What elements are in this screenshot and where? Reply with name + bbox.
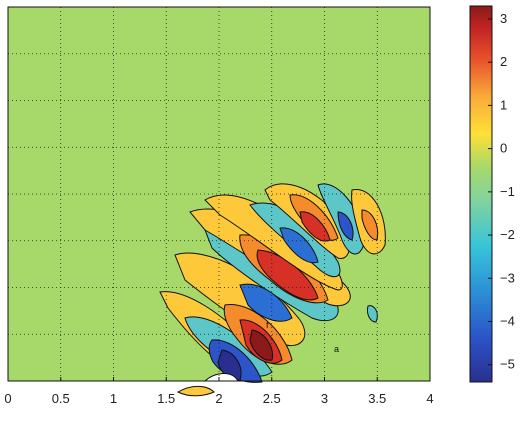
colorbar-tick-label: 1 bbox=[500, 97, 507, 112]
colorbar: 3 2 1 0 −1 −2 −3 −4 −5 bbox=[469, 5, 515, 383]
colorbar-tick-label: −3 bbox=[500, 270, 515, 285]
x-tick-label: 2 bbox=[215, 391, 222, 406]
annotation-a: a bbox=[334, 344, 339, 354]
lobe-blue-mid bbox=[239, 283, 293, 322]
lobe-darkred-1 bbox=[249, 329, 274, 361]
plot-area: a f bbox=[7, 6, 431, 397]
colorbar-tick-label: −5 bbox=[500, 357, 515, 372]
x-tick-label: 0.5 bbox=[52, 391, 70, 406]
lobe-blue-upper bbox=[279, 227, 319, 264]
x-axis: 0 0.5 1 1.5 2 2.5 3 3.5 4 bbox=[4, 377, 434, 406]
x-tick-label: 1 bbox=[110, 391, 117, 406]
colorbar-ticks: 3 2 1 0 −1 −2 −3 −4 −5 bbox=[488, 11, 515, 372]
lobe-yellow-upper bbox=[204, 194, 343, 291]
colorbar-tick-label: 0 bbox=[500, 141, 507, 156]
x-tick-label: 0 bbox=[4, 391, 11, 406]
x-tick-label: 1.5 bbox=[157, 391, 175, 406]
colorbar-tick-label: 3 bbox=[500, 11, 507, 26]
x-tick-label: 2.5 bbox=[263, 391, 281, 406]
x-tick-label: 4 bbox=[426, 391, 433, 406]
colorbar-tick-label: −2 bbox=[500, 227, 515, 242]
lobe-cyan-small-right bbox=[367, 305, 378, 323]
lobe-darkblue-core bbox=[217, 349, 242, 381]
colorbar-tick-label: −1 bbox=[500, 184, 515, 199]
colorbar-tick-label: −4 bbox=[500, 313, 515, 328]
lobe-red-top bbox=[299, 211, 331, 242]
annotation-f: f bbox=[266, 320, 269, 330]
lobe-yellow-small-bottom bbox=[176, 385, 215, 397]
contour-lobes bbox=[159, 183, 386, 397]
lobe-yellow-mid bbox=[174, 252, 306, 346]
lobe-blue-right bbox=[337, 211, 354, 241]
colorbar-tick-label: 2 bbox=[500, 54, 507, 69]
x-tick-label: 3 bbox=[321, 391, 328, 406]
colorbar-gradient bbox=[469, 5, 493, 383]
x-tick-label: 3.5 bbox=[368, 391, 386, 406]
